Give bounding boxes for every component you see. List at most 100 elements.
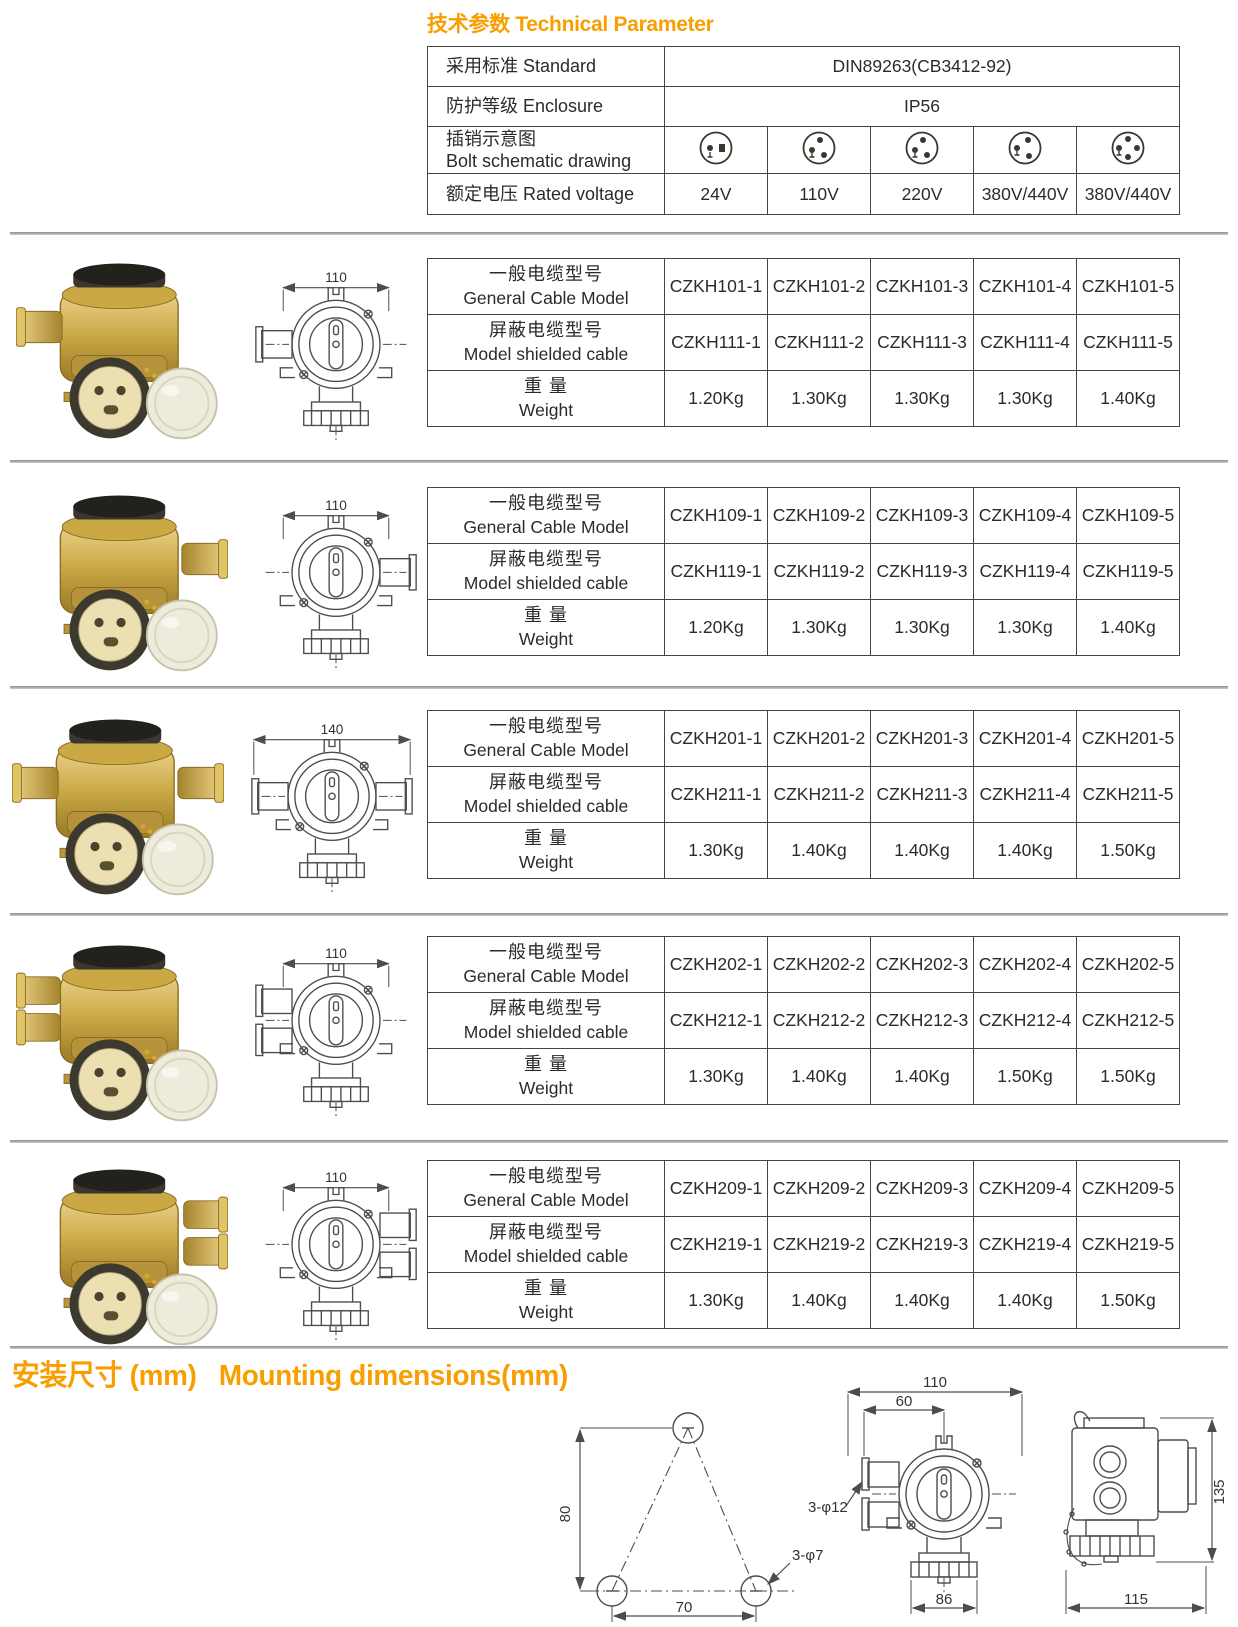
section-divider	[10, 913, 1228, 916]
dimension-label: 110	[325, 270, 347, 285]
weight-cell: 1.20Kg	[664, 370, 768, 427]
product-photo	[11, 714, 225, 903]
mounting-hole-pattern-drawing: 80 70 3-φ7	[528, 1388, 898, 1627]
weight-cell: 1.40Kg	[1076, 599, 1180, 656]
row-label-general: 一般电缆型号 General Cable Model	[427, 936, 665, 993]
weight-cell: 1.40Kg	[973, 822, 1077, 879]
model-cell: CZKH109-4	[973, 487, 1077, 544]
weight-cell: 1.50Kg	[1076, 822, 1180, 879]
mounting-side-view-drawing: 135 115	[1014, 1384, 1236, 1627]
model-cell: CZKH201-1	[664, 710, 768, 767]
pin-diagram-3pin-icon	[870, 126, 974, 174]
voltage-value: 110V	[767, 173, 871, 215]
model-cell: CZKH209-1	[664, 1160, 768, 1217]
product-dimension-drawing: 110	[250, 1168, 422, 1355]
row-label-weight: 重 量 Weight	[427, 1048, 665, 1105]
model-cell: CZKH202-3	[870, 936, 974, 993]
model-cell: CZKH101-2	[767, 258, 871, 315]
dim-tri-height: 80	[557, 1506, 574, 1523]
row-label-weight: 重 量 Weight	[427, 370, 665, 427]
model-cell: CZKH202-2	[767, 936, 871, 993]
model-cell: CZKH209-3	[870, 1160, 974, 1217]
product-table: 一般电缆型号 General Cable Model CZKH201-1 CZKH…	[427, 710, 1180, 879]
model-cell: CZKH212-1	[664, 992, 768, 1049]
pin-diagram-3pin-icon	[973, 126, 1077, 174]
weight-cell: 1.40Kg	[870, 822, 974, 879]
product-table: 一般电缆型号 General Cable Model CZKH109-1 CZKH…	[427, 487, 1180, 656]
model-cell: CZKH101-4	[973, 258, 1077, 315]
product-photo	[15, 940, 228, 1129]
weight-cell: 1.40Kg	[767, 822, 871, 879]
dim-tri-holes: 3-φ7	[792, 1547, 823, 1564]
model-cell: CZKH109-2	[767, 487, 871, 544]
weight-cell: 1.50Kg	[1076, 1048, 1180, 1105]
rated-voltage-label: 额定电压 Rated voltage	[427, 173, 665, 215]
product-photo	[16, 490, 229, 679]
model-cell: CZKH211-4	[973, 766, 1077, 823]
row-label-general: 一般电缆型号 General Cable Model	[427, 710, 665, 767]
row-label-shielded: 屏蔽电缆型号 Model shielded cable	[427, 992, 665, 1049]
weight-cell: 1.30Kg	[767, 370, 871, 427]
technical-parameter-table: 采用标准 Standard DIN89263(CB3412-92) 防护等级 E…	[427, 46, 1180, 215]
row-label-shielded: 屏蔽电缆型号 Model shielded cable	[427, 314, 665, 371]
row-label-shielded: 屏蔽电缆型号 Model shielded cable	[427, 766, 665, 823]
model-cell: CZKH212-4	[973, 992, 1077, 1049]
standard-value: DIN89263(CB3412-92)	[664, 46, 1180, 87]
model-cell: CZKH109-1	[664, 487, 768, 544]
model-cell: CZKH209-4	[973, 1160, 1077, 1217]
product-dimension-drawing: 110	[250, 268, 422, 455]
row-label-weight: 重 量 Weight	[427, 1272, 665, 1329]
enclosure-value: IP56	[664, 86, 1180, 127]
weight-cell: 1.30Kg	[664, 1048, 768, 1105]
weight-cell: 1.40Kg	[870, 1272, 974, 1329]
voltage-value: 380V/440V	[973, 173, 1077, 215]
mounting-front-view-drawing: 110 60 3-φ12 86	[806, 1374, 1074, 1627]
pin-diagram-2pin-icon	[664, 126, 768, 174]
weight-cell: 1.40Kg	[973, 1272, 1077, 1329]
enclosure-label: 防护等级 Enclosure	[427, 86, 665, 127]
technical-parameter-title: 技术参数 Technical Parameter	[427, 13, 714, 36]
weight-cell: 1.30Kg	[870, 599, 974, 656]
dimension-label: 110	[325, 1170, 347, 1185]
model-cell: CZKH101-1	[664, 258, 768, 315]
model-cell: CZKH212-2	[767, 992, 871, 1049]
product-dimension-drawing: 110	[250, 496, 422, 683]
voltage-value: 220V	[870, 173, 974, 215]
voltage-value: 380V/440V	[1076, 173, 1180, 215]
weight-cell: 1.50Kg	[1076, 1272, 1180, 1329]
dim-front-inner: 60	[896, 1393, 913, 1410]
weight-cell: 1.30Kg	[870, 370, 974, 427]
model-cell: CZKH111-5	[1076, 314, 1180, 371]
weight-cell: 1.40Kg	[767, 1272, 871, 1329]
row-label-general: 一般电缆型号 General Cable Model	[427, 1160, 665, 1217]
model-cell: CZKH219-3	[870, 1216, 974, 1273]
dim-front-bottom: 86	[936, 1591, 953, 1608]
section-divider	[10, 460, 1228, 463]
model-cell: CZKH201-5	[1076, 710, 1180, 767]
product-table: 一般电缆型号 General Cable Model CZKH209-1 CZKH…	[427, 1160, 1180, 1329]
product-table: 一般电缆型号 General Cable Model CZKH202-1 CZKH…	[427, 936, 1180, 1105]
model-cell: CZKH109-5	[1076, 487, 1180, 544]
model-cell: CZKH201-3	[870, 710, 974, 767]
model-cell: CZKH101-3	[870, 258, 974, 315]
model-cell: CZKH219-2	[767, 1216, 871, 1273]
row-label-weight: 重 量 Weight	[427, 822, 665, 879]
weight-cell: 1.30Kg	[973, 599, 1077, 656]
model-cell: CZKH209-2	[767, 1160, 871, 1217]
model-cell: CZKH109-3	[870, 487, 974, 544]
model-cell: CZKH219-4	[973, 1216, 1077, 1273]
weight-cell: 1.30Kg	[664, 822, 768, 879]
dim-front-width: 110	[923, 1376, 947, 1391]
model-cell: CZKH209-5	[1076, 1160, 1180, 1217]
weight-cell: 1.50Kg	[973, 1048, 1077, 1105]
dim-front-holes: 3-φ12	[808, 1499, 848, 1516]
dimension-label: 140	[321, 722, 344, 737]
weight-cell: 1.20Kg	[664, 599, 768, 656]
bolt-schematic-label: 插销示意图 Bolt schematic drawing	[427, 126, 665, 174]
mounting-dimensions-title: 安装尺寸 (mm) Mounting dimensions(mm)	[12, 1360, 568, 1392]
model-cell: CZKH219-1	[664, 1216, 768, 1273]
dimension-label: 110	[325, 498, 347, 513]
section-divider	[10, 686, 1228, 689]
model-cell: CZKH202-4	[973, 936, 1077, 993]
model-cell: CZKH119-3	[870, 543, 974, 600]
